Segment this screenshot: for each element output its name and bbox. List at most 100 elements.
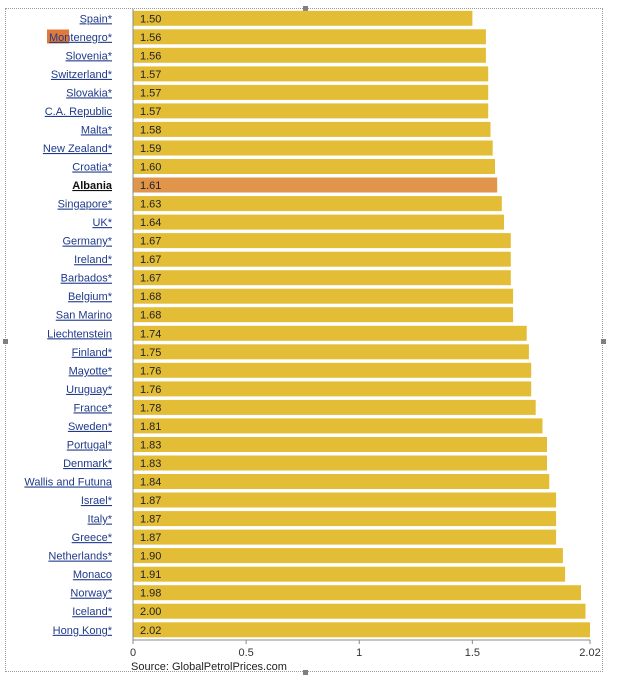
- category-label-7[interactable]: New Zealand*: [43, 143, 113, 155]
- x-tick-label-2: 1: [356, 647, 362, 659]
- value-label-25: 1.84: [140, 477, 161, 489]
- bar-13: [133, 251, 511, 267]
- category-label-23[interactable]: Portugal*: [67, 440, 113, 452]
- category-label-21[interactable]: France*: [73, 402, 112, 414]
- x-tick-label-0: 0: [130, 647, 136, 659]
- bar-8: [133, 159, 495, 174]
- bar-21: [133, 399, 536, 415]
- bar-7: [133, 140, 493, 156]
- bar-6: [133, 121, 491, 137]
- value-label-29: 1.90: [140, 551, 161, 563]
- bar-12: [133, 233, 511, 249]
- category-label-29[interactable]: Netherlands*: [48, 551, 112, 563]
- category-label-12[interactable]: Germany*: [62, 236, 112, 248]
- category-label-0[interactable]: Spain*: [80, 13, 113, 25]
- category-label-30[interactable]: Monaco: [73, 569, 112, 581]
- value-label-30: 1.91: [140, 569, 161, 581]
- category-label-28[interactable]: Greece*: [72, 532, 113, 544]
- category-label-5[interactable]: C.A. Republic: [45, 106, 113, 118]
- category-label-27[interactable]: Italy*: [88, 514, 113, 526]
- value-label-10: 1.63: [140, 199, 161, 211]
- category-label-16[interactable]: San Marino: [56, 310, 112, 322]
- category-label-24[interactable]: Denmark*: [63, 458, 113, 470]
- value-label-3: 1.57: [140, 69, 161, 81]
- value-label-9: 1.61: [140, 180, 161, 192]
- value-label-16: 1.68: [140, 310, 161, 322]
- value-label-31: 1.98: [140, 588, 161, 600]
- category-label-15[interactable]: Belgium*: [68, 291, 113, 303]
- category-label-26[interactable]: Israel*: [81, 495, 113, 507]
- bar-20: [133, 381, 532, 397]
- category-label-31[interactable]: Norway*: [70, 588, 112, 600]
- category-label-8[interactable]: Croatia*: [72, 162, 112, 174]
- bar-15: [133, 288, 514, 304]
- bar-32: [133, 603, 586, 619]
- category-label-18[interactable]: Finland*: [72, 347, 113, 359]
- value-label-22: 1.81: [140, 421, 161, 433]
- value-label-1: 1.56: [140, 32, 161, 44]
- bar-26: [133, 492, 557, 508]
- value-label-8: 1.60: [140, 162, 161, 174]
- value-label-27: 1.87: [140, 514, 161, 526]
- bar-28: [133, 529, 557, 545]
- bar-30: [133, 566, 566, 582]
- resize-handle-bottom[interactable]: [303, 670, 308, 675]
- category-label-14[interactable]: Barbados*: [61, 273, 113, 285]
- category-label-22[interactable]: Sweden*: [68, 421, 113, 433]
- value-label-12: 1.67: [140, 236, 161, 248]
- bar-22: [133, 418, 543, 434]
- category-label-3[interactable]: Switzerland*: [51, 69, 113, 81]
- value-label-5: 1.57: [140, 106, 161, 118]
- category-label-4[interactable]: Slovakia*: [66, 87, 113, 99]
- resize-handle-right[interactable]: [601, 339, 606, 344]
- category-label-10[interactable]: Singapore*: [58, 199, 113, 211]
- category-label-17[interactable]: Liechtenstein: [47, 328, 112, 340]
- category-label-19[interactable]: Mayotte*: [69, 365, 113, 377]
- value-label-15: 1.68: [140, 291, 161, 303]
- bar-14: [133, 270, 511, 286]
- value-label-2: 1.56: [140, 50, 161, 62]
- bar-18: [133, 344, 529, 360]
- category-label-20[interactable]: Uruguay*: [66, 384, 113, 396]
- x-tick-label-1: 0.5: [238, 647, 253, 659]
- category-label-6[interactable]: Malta*: [81, 124, 113, 136]
- label-highlight-marker: [47, 29, 69, 44]
- category-label-11[interactable]: UK*: [92, 217, 112, 229]
- category-label-13[interactable]: Ireland*: [74, 254, 113, 266]
- bar-1: [133, 29, 486, 45]
- category-label-25[interactable]: Wallis and Futuna: [24, 477, 113, 489]
- x-tick-label-4: 2.02: [579, 647, 600, 659]
- bar-10: [133, 196, 502, 212]
- value-label-13: 1.67: [140, 254, 161, 266]
- bar-5: [133, 103, 489, 119]
- value-label-21: 1.78: [140, 402, 161, 414]
- value-label-4: 1.57: [140, 87, 161, 99]
- bar-16: [133, 307, 514, 323]
- bar-27: [133, 511, 557, 527]
- value-label-32: 2.00: [140, 606, 161, 618]
- value-label-7: 1.59: [140, 143, 161, 155]
- category-label-1[interactable]: Montenegro*: [49, 32, 113, 44]
- category-label-33[interactable]: Hong Kong*: [53, 625, 113, 637]
- bar-33: [133, 622, 590, 638]
- resize-handle-top[interactable]: [303, 6, 308, 11]
- bar-24: [133, 455, 547, 471]
- bar-19: [133, 362, 532, 378]
- value-label-6: 1.58: [140, 124, 161, 136]
- value-label-17: 1.74: [140, 328, 161, 340]
- x-tick-label-3: 1.5: [465, 647, 480, 659]
- bar-29: [133, 548, 563, 564]
- bar-3: [133, 66, 489, 82]
- value-label-14: 1.67: [140, 273, 161, 285]
- bar-23: [133, 437, 547, 452]
- value-label-28: 1.87: [140, 532, 161, 544]
- bar-17: [133, 325, 527, 341]
- category-label-32[interactable]: Iceland*: [72, 606, 112, 618]
- resize-handle-left[interactable]: [3, 339, 8, 344]
- category-label-2[interactable]: Slovenia*: [66, 50, 113, 62]
- value-label-24: 1.83: [140, 458, 161, 470]
- bar-9: [133, 177, 498, 193]
- category-label-9[interactable]: Albania: [72, 180, 113, 192]
- source-note: Source: GlobalPetrolPrices.com: [131, 661, 287, 673]
